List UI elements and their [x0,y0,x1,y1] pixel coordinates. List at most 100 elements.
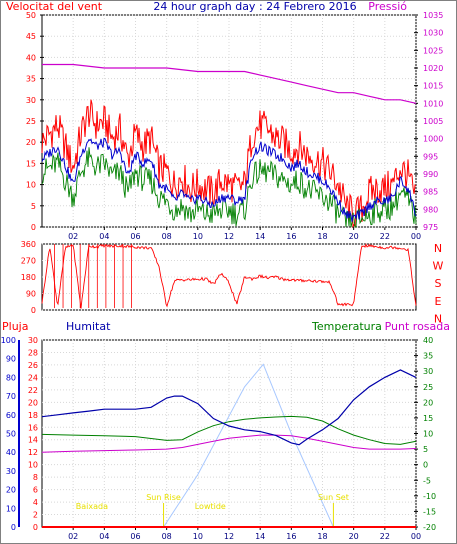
direction-tick-label: 180 [21,273,36,282]
panel3-x-tick-label: 20 [349,532,359,541]
wind-direction-series [41,243,417,309]
temp-tick-label: -20 [423,523,436,532]
temp-tick-label: -5 [423,476,431,485]
humidity-series [41,369,417,446]
pressure-axis-tick-label: 1035 [423,11,443,20]
pressure-axis-tick-label: 985 [423,188,438,197]
compass-label-n: N [434,312,442,325]
temp-tick-label: 25 [423,383,433,392]
humidity-tick-label: 0 [11,523,16,532]
pressure-axis-tick-label: 1020 [423,64,443,73]
panel3-x-tick-label: 22 [380,532,390,541]
panel3-x-tick-label: 10 [193,532,203,541]
solar-series [163,363,334,528]
direction-tick-label: 360 [21,240,36,249]
humidity-tick-label: 70 [6,392,16,401]
dewpoint-series [41,434,417,453]
pressure-axis-tick-label: 990 [423,170,438,179]
panel1-x-tick-label: 02 [68,232,78,241]
rain-tick-label: 20 [28,398,38,407]
panel1-x-tick-label: 22 [380,232,390,241]
humidity-tick-label: 50 [6,430,16,439]
panel3-x-tick-label: 12 [224,532,234,541]
pressure-axis-tick-label: 995 [423,152,438,161]
rain-tick-label: 22 [28,386,38,395]
wind-min-series [41,147,417,228]
pressure-axis-tick-label: 975 [423,223,438,232]
wind-axis-tick-label: 0 [31,223,36,232]
pressure-axis-tick-label: 1010 [423,99,443,108]
panel3-x-tick-label: 14 [255,532,265,541]
wind-gust-series [41,99,417,229]
pressure-axis-tick-label: 1025 [423,46,443,55]
panel1-x-tick-label: 16 [286,232,296,241]
wind-axis-tick-label: 10 [26,181,36,190]
panel3-x-tick-label: 06 [130,532,140,541]
event-label: Lowtide [195,502,226,511]
wind-axis-tick-label: 25 [26,117,36,126]
event-label: Sun Set [318,493,349,502]
panel1-x-tick-label: 12 [224,232,234,241]
wind-axis-tick-label: 50 [26,11,36,20]
temp-tick-label: -10 [423,492,436,501]
temp-tick-label: 35 [423,352,433,361]
temp-tick-label: 15 [423,414,433,423]
temp-tick-label: 20 [423,398,433,407]
temp-tick-label: -15 [423,507,436,516]
compass-label-w: W [433,260,444,273]
rain-tick-label: 24 [28,373,38,382]
panel1-x-tick-label: 14 [255,232,265,241]
rain-tick-label: 10 [28,461,38,470]
temperature-axis-label: Temperatura [311,320,382,333]
humidity-tick-label: 10 [6,504,16,513]
panel1-x-tick-label: 04 [99,232,109,241]
panel1-x-tick-label: 10 [193,232,203,241]
rain-tick-label: 4 [33,498,38,507]
panel1-x-tick-label: 00 [411,232,421,241]
compass-label-s: S [435,277,442,290]
temp-tick-label: 0 [423,461,428,470]
wind-axis-tick-label: 40 [26,53,36,62]
panel3-x-tick-label: 00 [411,532,421,541]
direction-tick-label: 0 [31,306,36,315]
pressure-axis-tick-label: 1030 [423,29,443,38]
rain-tick-label: 18 [28,411,38,420]
rain-tick-label: 8 [33,473,38,482]
humidity-tick-label: 30 [6,467,16,476]
humidity-tick-label: 40 [6,448,16,457]
panel3-x-tick-label: 08 [162,532,172,541]
rain-tick-label: 0 [33,523,38,532]
compass-label-n: N [434,242,442,255]
chart-title: 24 hour graph day : 24 Febrero 2016 [153,0,356,13]
pressure-series [42,63,417,104]
panel1-x-tick-label: 18 [317,232,327,241]
wind-axis-tick-label: 20 [26,138,36,147]
wind-axis-tick-label: 15 [26,159,36,168]
pressure-axis-tick-label: 1000 [423,135,443,144]
wind-avg-series [41,137,417,222]
temp-tick-label: 5 [423,445,428,454]
rain-tick-label: 14 [28,436,38,445]
wind-axis-tick-label: 45 [26,32,36,41]
rain-tick-label: 16 [28,423,38,432]
rain-tick-label: 28 [28,348,38,357]
humidity-axis-label: Humitat [66,320,111,333]
wind-axis-tick-label: 30 [26,96,36,105]
dewpoint-axis-label: Punt rosada [385,320,450,333]
event-label: Sun Rise [146,493,181,502]
humidity-tick-label: 90 [6,355,16,364]
wind-axis-tick-label: 5 [31,202,36,211]
wind-pressure-panel: 02 04 06 08 10 12 14 16 18 20 22 000510152025303540… [26,11,444,241]
temp-tick-label: 10 [423,430,433,439]
wind-axis-tick-label: 35 [26,75,36,84]
panel3-x-tick-label: 02 [68,532,78,541]
humidity-tick-label: 80 [6,373,16,382]
pressure-axis-tick-label: 1015 [423,82,443,91]
pressure-axis-label: Pressió [368,0,407,13]
rain-tick-label: 12 [28,448,38,457]
rain-tick-label: 30 [28,336,38,345]
event-label: Baixada [76,502,108,511]
rain-tick-label: 26 [28,361,38,370]
